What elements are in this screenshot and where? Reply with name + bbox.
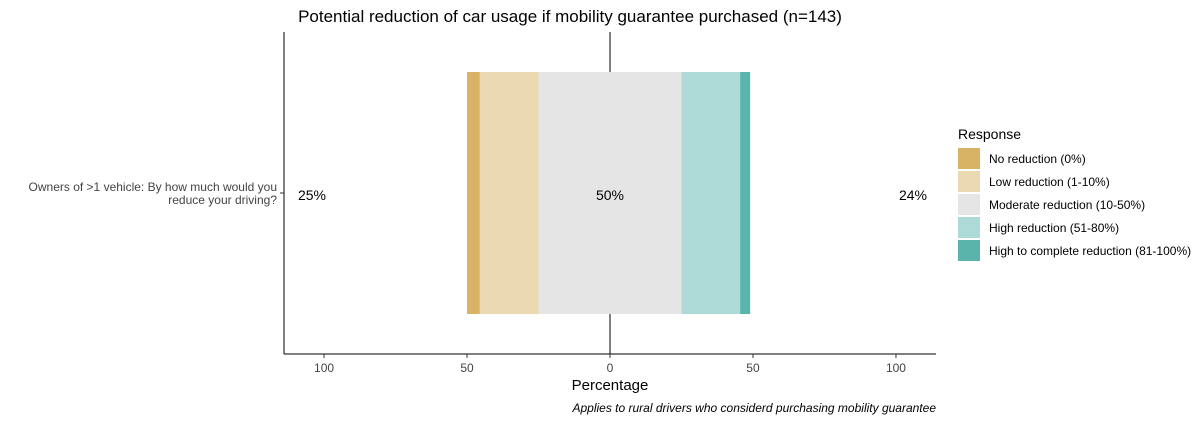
annotation-high: 24%	[899, 187, 927, 203]
bar-segment-4	[681, 72, 741, 314]
chart-caption: Applies to rural drivers who considerd p…	[571, 401, 936, 415]
legend-label-2: Low reduction (1-10%)	[989, 175, 1110, 189]
x-tick-label-5: 100	[886, 361, 906, 375]
legend-swatch-1	[958, 148, 980, 169]
x-tick-label-1: 100	[314, 361, 334, 375]
legend-swatch-5	[958, 240, 980, 261]
bar-segment-1	[467, 72, 480, 314]
legend-title: Response	[958, 126, 1021, 142]
bars-layer	[467, 72, 751, 314]
legend: No reduction (0%) Low reduction (1-10%) Mo…	[958, 148, 1191, 261]
legend-swatch-2	[958, 171, 980, 192]
x-tick-label-3: 0	[607, 361, 614, 375]
chart-title: Potential reduction of car usage if mobi…	[298, 7, 842, 26]
legend-label-1: No reduction (0%)	[989, 152, 1086, 166]
bar-segment-3	[538, 72, 682, 314]
legend-label-5: High to complete reduction (81-100%)	[989, 244, 1191, 258]
x-tick-label-2: 50	[460, 361, 474, 375]
legend-swatch-3	[958, 194, 980, 215]
y-category-label-line1: Owners of >1 vehicle: By how much would …	[29, 180, 277, 194]
x-ticks: 100 50 0 50 100	[314, 354, 906, 375]
y-category-label-line2: reduce your driving?	[168, 193, 277, 207]
x-axis-label: Percentage	[572, 377, 649, 394]
legend-swatch-4	[958, 217, 980, 238]
legend-label-3: Moderate reduction (10-50%)	[989, 198, 1145, 212]
bar-segment-5	[740, 72, 751, 314]
annotation-low: 25%	[298, 187, 326, 203]
annotation-neutral: 50%	[596, 187, 624, 203]
x-tick-label-4: 50	[746, 361, 760, 375]
bar-segment-2	[479, 72, 539, 314]
legend-label-4: High reduction (51-80%)	[989, 221, 1119, 235]
